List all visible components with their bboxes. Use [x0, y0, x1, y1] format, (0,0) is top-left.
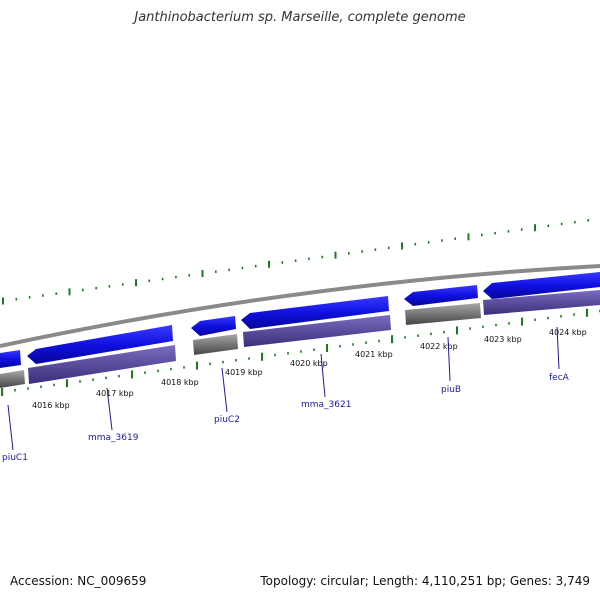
scale-label: 4017 kbp — [96, 389, 134, 398]
scale-label: 4018 kbp — [161, 378, 199, 387]
scale-dotted-track — [1, 308, 600, 396]
gene-arrow[interactable] — [0, 350, 21, 368]
scale-labels: 4016 kbp 4017 kbp 4018 kbp 4019 kbp 4020… — [32, 328, 587, 410]
backbone-line — [0, 264, 600, 348]
gene-label-piuC2[interactable]: piuC2 — [214, 415, 240, 425]
purple-feature — [28, 345, 176, 384]
gc-dotted-track — [2, 219, 590, 305]
scale-label: 4019 kbp — [225, 368, 263, 377]
genome-summary-text: Topology: circular; Length: 4,110,251 bp… — [260, 574, 590, 588]
gene-arrow[interactable] — [27, 325, 173, 364]
gene-leader-lines — [7, 326, 560, 451]
forward-genes — [0, 272, 600, 368]
gray-feature — [193, 334, 238, 355]
page-title: Janthinobacterium sp. Marseille, complet… — [134, 10, 466, 25]
gene-arrow[interactable] — [241, 296, 389, 329]
reverse-band — [0, 290, 600, 388]
gene-arrow[interactable] — [483, 272, 600, 299]
gene-arrow[interactable] — [191, 316, 236, 336]
gene-label-piuC1[interactable]: piuC1 — [2, 453, 28, 463]
scale-label: 4020 kbp — [290, 359, 328, 368]
purple-feature — [243, 315, 391, 347]
gene-labels: piuC1 mma_3619 piuC2 mma_3621 piuB fecA — [2, 373, 570, 463]
gene-label-piuB[interactable]: piuB — [441, 385, 461, 395]
scale-label: 4016 kbp — [32, 401, 70, 410]
gray-feature — [0, 370, 25, 388]
scale-label: 4021 kbp — [355, 350, 393, 359]
scale-label: 4024 kbp — [549, 328, 587, 337]
scale-label: 4023 kbp — [484, 335, 522, 344]
gene-label-fecA[interactable]: fecA — [549, 373, 570, 383]
accession-text: Accession: NC_009659 — [10, 574, 147, 588]
gene-label-mma_3621[interactable]: mma_3621 — [301, 400, 351, 410]
scale-label: 4022 kbp — [420, 342, 458, 351]
gene-arrow[interactable] — [404, 285, 478, 306]
gray-feature — [405, 303, 481, 325]
purple-feature — [483, 290, 600, 315]
gene-label-mma_3619[interactable]: mma_3619 — [88, 433, 139, 443]
